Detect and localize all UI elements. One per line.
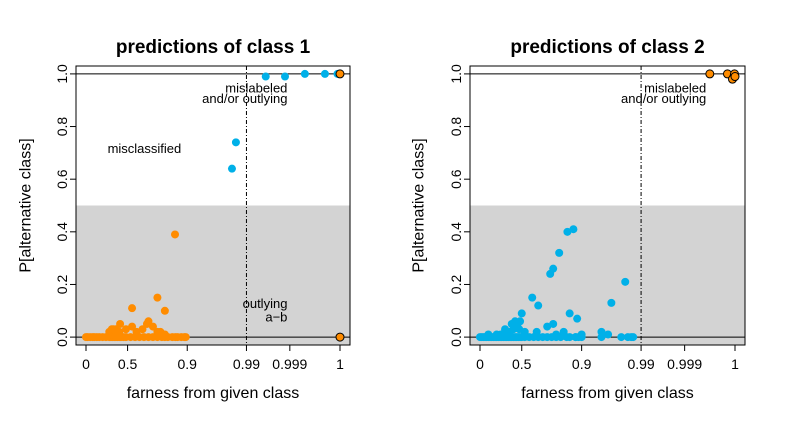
y-axis-label: P[alternative class]	[18, 138, 35, 272]
data-point-s0-44	[484, 330, 493, 339]
data-point-s1-0	[227, 164, 236, 173]
data-point-s0-77	[573, 314, 582, 323]
x-tick-label: 0.9	[572, 356, 592, 372]
data-point-s0-70	[528, 293, 537, 302]
data-point-s0-59	[517, 309, 526, 318]
plot-frame	[469, 65, 746, 346]
annotation-4: a−b	[265, 309, 287, 324]
y-tick-label: 0.0	[54, 327, 70, 347]
data-point-s0-40	[617, 333, 626, 342]
chart-title: predictions of class 1	[116, 37, 311, 58]
data-point-s0-69	[604, 330, 613, 339]
x-tick-label: 0	[82, 356, 90, 372]
data-point-s0-78	[607, 298, 616, 307]
data-point-s0-48	[138, 325, 147, 334]
data-point-s0-56	[153, 293, 162, 302]
data-point-s0-60	[534, 301, 543, 310]
data-point-s0-54	[501, 325, 510, 334]
y-tick-label: 0.6	[54, 169, 70, 189]
data-point-s1-0	[705, 69, 715, 79]
data-point-s0-51	[148, 322, 157, 331]
annotation-1: mislabeled	[225, 80, 287, 95]
data-point-s1-4	[300, 69, 309, 78]
data-point-s1-3	[281, 72, 290, 81]
x-tick-label: 1	[731, 356, 739, 372]
y-tick-label: 1.0	[448, 64, 464, 84]
data-point-s0-61	[543, 322, 552, 331]
data-point-s0-44	[116, 319, 125, 328]
annotation-0: mislabeled	[644, 80, 706, 95]
x-tick-label: 0.5	[512, 356, 532, 372]
y-tick-label: 0.4	[448, 222, 464, 242]
y-tick-label: 0.8	[448, 117, 464, 137]
y-tick-label: 0.8	[54, 117, 70, 137]
x-tick-label: 0.5	[118, 356, 138, 372]
annotation-2: and/or outlying	[202, 91, 287, 106]
data-point-s1-2	[261, 72, 270, 81]
data-point-s0-57	[160, 306, 169, 315]
data-point-s0-62	[549, 319, 558, 328]
data-point-s0-50	[144, 317, 153, 326]
chart-title: predictions of class 2	[510, 37, 704, 58]
data-point-s0-64	[559, 327, 568, 336]
x-axis-label: farness from given class	[521, 385, 694, 402]
plot-frame	[75, 65, 351, 346]
data-point-s2-1	[335, 332, 345, 342]
data-point-s0-58	[516, 317, 525, 326]
data-point-s0-79	[621, 277, 630, 286]
x-axis-label: farness from given class	[127, 385, 300, 402]
chart-panel-2: 0 0.5 0.9 0.99 0.999 1 0.0 0.2 0.4 0.6 0.8 1.0 predi…	[411, 37, 746, 402]
x-tick-label: 0	[476, 356, 484, 372]
x-tick-label: 0.999	[667, 356, 702, 372]
data-point-s0-74	[563, 227, 572, 236]
annotation-0: misclassified	[108, 141, 182, 156]
data-point-s0-73	[555, 248, 564, 257]
annotation-1: and/or outlying	[621, 91, 706, 106]
y-tick-label: 0.2	[54, 275, 70, 295]
y-axis-label: P[alternative class]	[411, 138, 428, 272]
data-point-s0-46	[128, 322, 137, 331]
data-point-s0-54	[160, 330, 169, 339]
data-point-s0-66	[571, 333, 580, 342]
data-point-s1-1	[231, 138, 240, 147]
x-tick-label: 0.9	[178, 356, 198, 372]
x-tick-label: 0.99	[627, 356, 654, 372]
data-point-s0-58	[171, 230, 180, 239]
data-point-s1-5	[730, 72, 740, 82]
data-point-s0-76	[565, 309, 574, 318]
data-point-s0-65	[565, 333, 574, 342]
data-point-s0-45	[121, 325, 130, 334]
annotation-3: outlying	[243, 296, 288, 311]
x-tick-label: 0.999	[272, 356, 307, 372]
y-tick-label: 0.2	[448, 275, 464, 295]
y-tick-label: 1.0	[54, 64, 70, 84]
data-point-s0-53	[532, 327, 541, 336]
chart-panel-1: 0 0.5 0.9 0.99 0.999 1 0.0 0.2 0.4 0.6 0.8 1.0 predi…	[18, 37, 351, 402]
data-point-s0-67	[577, 330, 586, 339]
data-point-s0-68	[597, 327, 606, 336]
data-point-s0-63	[552, 330, 561, 339]
data-point-s0-34	[181, 333, 190, 342]
data-point-s0-75	[569, 225, 578, 234]
y-tick-label: 0.6	[448, 169, 464, 189]
data-point-s0-52	[520, 327, 529, 336]
data-point-s1-5	[320, 69, 329, 78]
data-point-s0-43	[115, 327, 124, 336]
data-point-s2-0	[335, 69, 345, 79]
y-tick-label: 0.0	[448, 327, 464, 347]
y-tick-label: 0.4	[54, 222, 70, 242]
data-point-s0-43	[629, 333, 638, 342]
data-point-s0-72	[549, 264, 558, 273]
data-point-s0-55	[128, 304, 137, 313]
x-tick-label: 0.99	[233, 356, 260, 372]
data-point-s0-47	[132, 327, 141, 336]
x-tick-label: 1	[336, 356, 344, 372]
